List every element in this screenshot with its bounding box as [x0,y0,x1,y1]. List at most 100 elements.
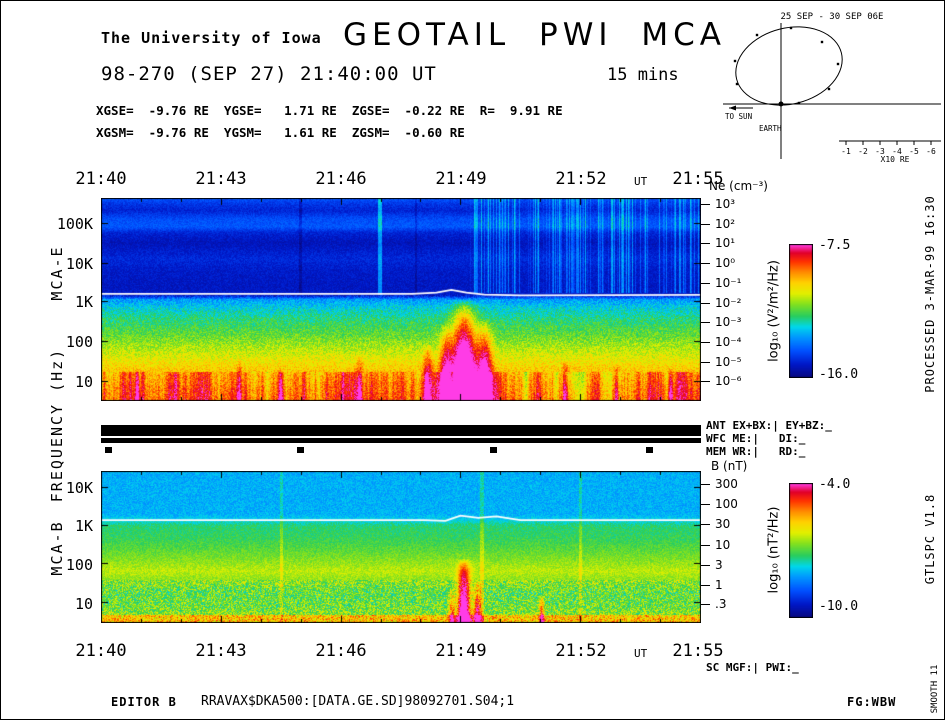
fg-label: FG:WBW [847,695,897,709]
b-tick-label: 3 [715,558,723,572]
ne-scale-tick: 10⁰ [701,256,735,270]
b-scale-tick: 1 [701,578,723,592]
ut-label: UT [634,647,648,660]
earth-label: EARTH [759,124,782,133]
mem-wr-mark [490,447,497,453]
mca-e-axis-title: MCA-E [48,245,66,301]
freq-tick-label: 100K [56,215,93,233]
ne-scale-tick: 10⁻⁵ [701,355,741,369]
freq-tick-label: 100 [65,556,93,574]
ne-scale-tick: 10⁻¹ [701,276,741,290]
mca-e-spectrogram [101,198,701,401]
freq-tick-label: 10K [65,479,93,497]
b-scale-tick: 30 [701,517,730,531]
sc-status-label: SC MGF:| PWI:_ [706,661,799,674]
gsm-coordinates: XGSM= -9.76 RE YGSM= 1.61 RE ZGSM= -0.60… [96,125,465,140]
mem-wr-mark [646,447,653,453]
b-tick-label: 10 [715,538,731,552]
orbit-x-tick: -3 [875,147,885,156]
orbit-ellipse [735,26,843,106]
ant-status-bar [101,425,701,436]
b-scale-tick: 10 [701,538,730,552]
mem-wr-mark [105,447,112,453]
colorbar-max-label: -7.5 [819,238,851,253]
time-tick-label: 21:46 [315,641,367,661]
orbit-x-tick: -4 [892,147,902,156]
orbit-inset: 25 SEP - 30 SEP 06E TO SUN EARTH -1 -2 -… [723,12,941,163]
freq-tick-label: 10 [74,373,93,391]
orbit-day-markers [733,26,840,105]
b-scale-tick: 300 [701,477,738,491]
ne-scale-tick: 10⁻⁶ [701,374,741,388]
ne-tick-label: 10² [715,217,736,231]
orbit-x-tick: -6 [926,147,936,156]
colorbar-min-label: -16.0 [819,367,859,382]
time-tick-label: 21:40 [75,169,127,189]
orbit-x-axis-label: X10 RE [881,155,910,163]
b-tick-label: .3 [715,597,727,611]
mem-status-label: MEM WR:| RD:_ [706,445,806,458]
time-tick-label: 21:43 [195,641,247,661]
software-version: GTLSPC V1.8 [923,493,937,585]
time-tick-label: 21:55 [672,169,724,189]
university-label: The University of Iowa [101,29,322,47]
earth-marker [778,101,784,107]
time-tick-label: 21:52 [555,641,607,661]
gse-coordinates: XGSE= -9.76 RE YGSE= 1.71 RE ZGSE= -0.22… [96,103,563,118]
ne-tick-label: 10⁻¹ [715,276,742,290]
ut-label: UT [634,175,648,188]
b-scale-tick: 100 [701,497,738,511]
ne-scale-title: Ne (cm⁻³) [709,179,768,193]
mca-b-colorbar [789,483,813,618]
b-tick-label: 30 [715,517,731,531]
data-file-path: RRAVAX$DKA500:[DATA.GE.SD]98092701.S04;1 [201,694,515,709]
processed-timestamp: PROCESSED 3-MAR-99 16:30 [923,195,937,393]
editor-label: EDITOR B [111,695,177,709]
ne-tick-label: 10⁻² [715,296,742,310]
freq-tick-label: 10 [74,595,93,613]
time-tick-label: 21:49 [435,641,487,661]
ne-tick-label: 10⁰ [715,256,736,270]
orbit-inset-title: 25 SEP - 30 SEP 06E [781,12,884,22]
time-tick-label: 21:40 [75,641,127,661]
time-tick-label: 21:55 [672,641,724,661]
mca-b-colorbar-title: log₁₀ (nT²/Hz) [766,506,782,594]
ant-status-label: ANT EX+BX:| EY+BZ:_ [706,419,832,432]
freq-tick-label: 100 [65,333,93,351]
b-tick-label: 1 [715,578,723,592]
smooth-label: SMOOTH 11 [930,664,940,714]
time-tick-label: 21:52 [555,169,607,189]
mem-wr-mark [297,447,304,453]
b-scale-title: B (nT) [711,459,748,473]
freq-tick-label: 10K [65,255,93,273]
ne-scale-tick: 10⁻³ [701,315,741,329]
mca-e-colorbar-title: log₁₀ (V²/m²/Hz) [766,260,782,362]
ne-scale-tick: 10⁻⁴ [701,335,741,349]
wfc-status-label: WFC ME:| DI:_ [706,432,806,445]
orbit-x-tick: -2 [858,147,868,156]
time-tick-label: 21:49 [435,169,487,189]
time-tick-label: 21:43 [195,169,247,189]
ne-tick-label: 10⁻⁵ [715,355,742,369]
ne-scale-tick: 10³ [701,197,735,211]
freq-tick-label: 1K [74,293,93,311]
b-scale-tick: 3 [701,558,723,572]
b-tick-label: 300 [715,477,738,491]
ne-tick-label: 10⁻³ [715,315,742,329]
ne-tick-label: 10⁻⁴ [715,335,742,349]
wfc-status-bar [101,438,701,443]
date-label: 98-270 (SEP 27) 21:40:00 UT [101,63,437,85]
sun-arrow [729,105,736,111]
page-title: GEOTAIL PWI MCA [343,17,726,53]
ne-scale-tick: 10² [701,217,735,231]
freq-tick-label: 1K [74,517,93,535]
mca-e-colorbar [789,244,813,378]
ne-tick-label: 10¹ [715,236,736,250]
ne-scale-tick: 10¹ [701,236,735,250]
ne-scale-tick: 10⁻² [701,296,741,310]
colorbar-max-label: -4.0 [819,477,851,492]
orbit-x-tick: -1 [841,147,851,156]
colorbar-min-label: -10.0 [819,599,859,614]
mca-b-spectrogram [101,471,701,623]
